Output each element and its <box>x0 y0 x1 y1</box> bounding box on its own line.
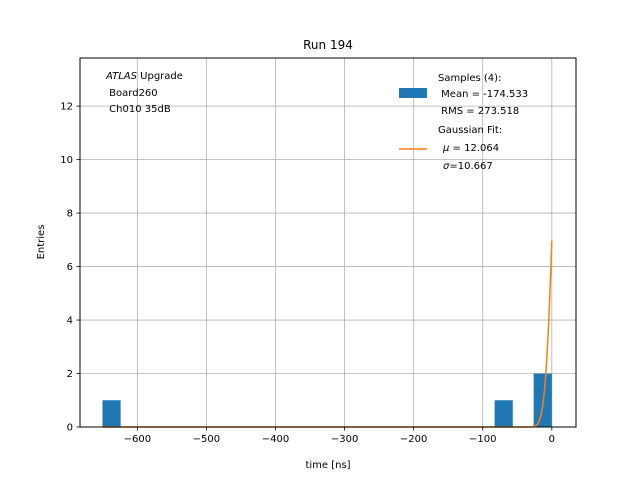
y-tick-label: 6 <box>67 262 73 273</box>
svg-text:σ=10.667: σ=10.667 <box>443 161 493 172</box>
atlas-annotation: ATLAS Upgrade Board260 Ch010 35dB <box>105 71 183 115</box>
x-tick-label: −500 <box>193 434 220 445</box>
x-tick-label: −600 <box>124 434 151 445</box>
legend-fit-mu-value: = 12.064 <box>449 143 499 154</box>
legend-fit-mu-symbol: μ <box>442 143 449 154</box>
y-tick-label: 12 <box>60 102 73 113</box>
annotation-channel: Ch010 35dB <box>106 104 171 115</box>
y-tick-label: 4 <box>67 316 73 327</box>
x-tick-label: −400 <box>262 434 289 445</box>
svg-text:ATLAS Upgrade: ATLAS Upgrade <box>105 71 183 82</box>
y-tick-label: 8 <box>67 209 73 220</box>
x-tick-label: −100 <box>469 434 496 445</box>
legend: Samples (4): Mean = -174.533 RMS = 273.5… <box>399 73 528 172</box>
legend-fit-title: Gaussian Fit: <box>438 125 502 136</box>
annotation-atlas: ATLAS <box>105 71 138 82</box>
annotation-upgrade: Upgrade <box>137 71 183 82</box>
svg-text:μ = 12.064: μ = 12.064 <box>442 143 499 154</box>
histogram-bar <box>494 400 513 427</box>
legend-samples-rms: RMS = 273.518 <box>438 106 519 117</box>
x-tick-label: −300 <box>331 434 358 445</box>
x-axis-ticks: −600 −500 −400 −300 −200 −100 0 <box>124 427 555 445</box>
plot-frame <box>79 57 577 428</box>
legend-fit-sigma-symbol: σ <box>443 161 450 172</box>
histogram-bar <box>102 400 121 427</box>
y-axis-label: Entries <box>36 225 47 260</box>
y-tick-label: 10 <box>60 155 73 166</box>
annotation-board: Board260 <box>106 88 158 99</box>
y-axis-ticks: 0 2 4 6 8 10 12 <box>60 102 80 434</box>
x-axis-label: time [ns] <box>305 460 350 471</box>
legend-samples-mean: Mean = -174.533 <box>438 89 528 100</box>
legend-fit-sigma-value: =10.667 <box>449 161 492 172</box>
y-tick-label: 0 <box>67 423 73 434</box>
chart-title: Run 194 <box>303 38 353 52</box>
y-tick-label: 2 <box>67 369 73 380</box>
x-tick-label: 0 <box>549 434 555 445</box>
x-tick-label: −200 <box>400 434 427 445</box>
legend-samples-title: Samples (4): <box>438 73 501 84</box>
legend-samples-swatch <box>399 88 427 98</box>
